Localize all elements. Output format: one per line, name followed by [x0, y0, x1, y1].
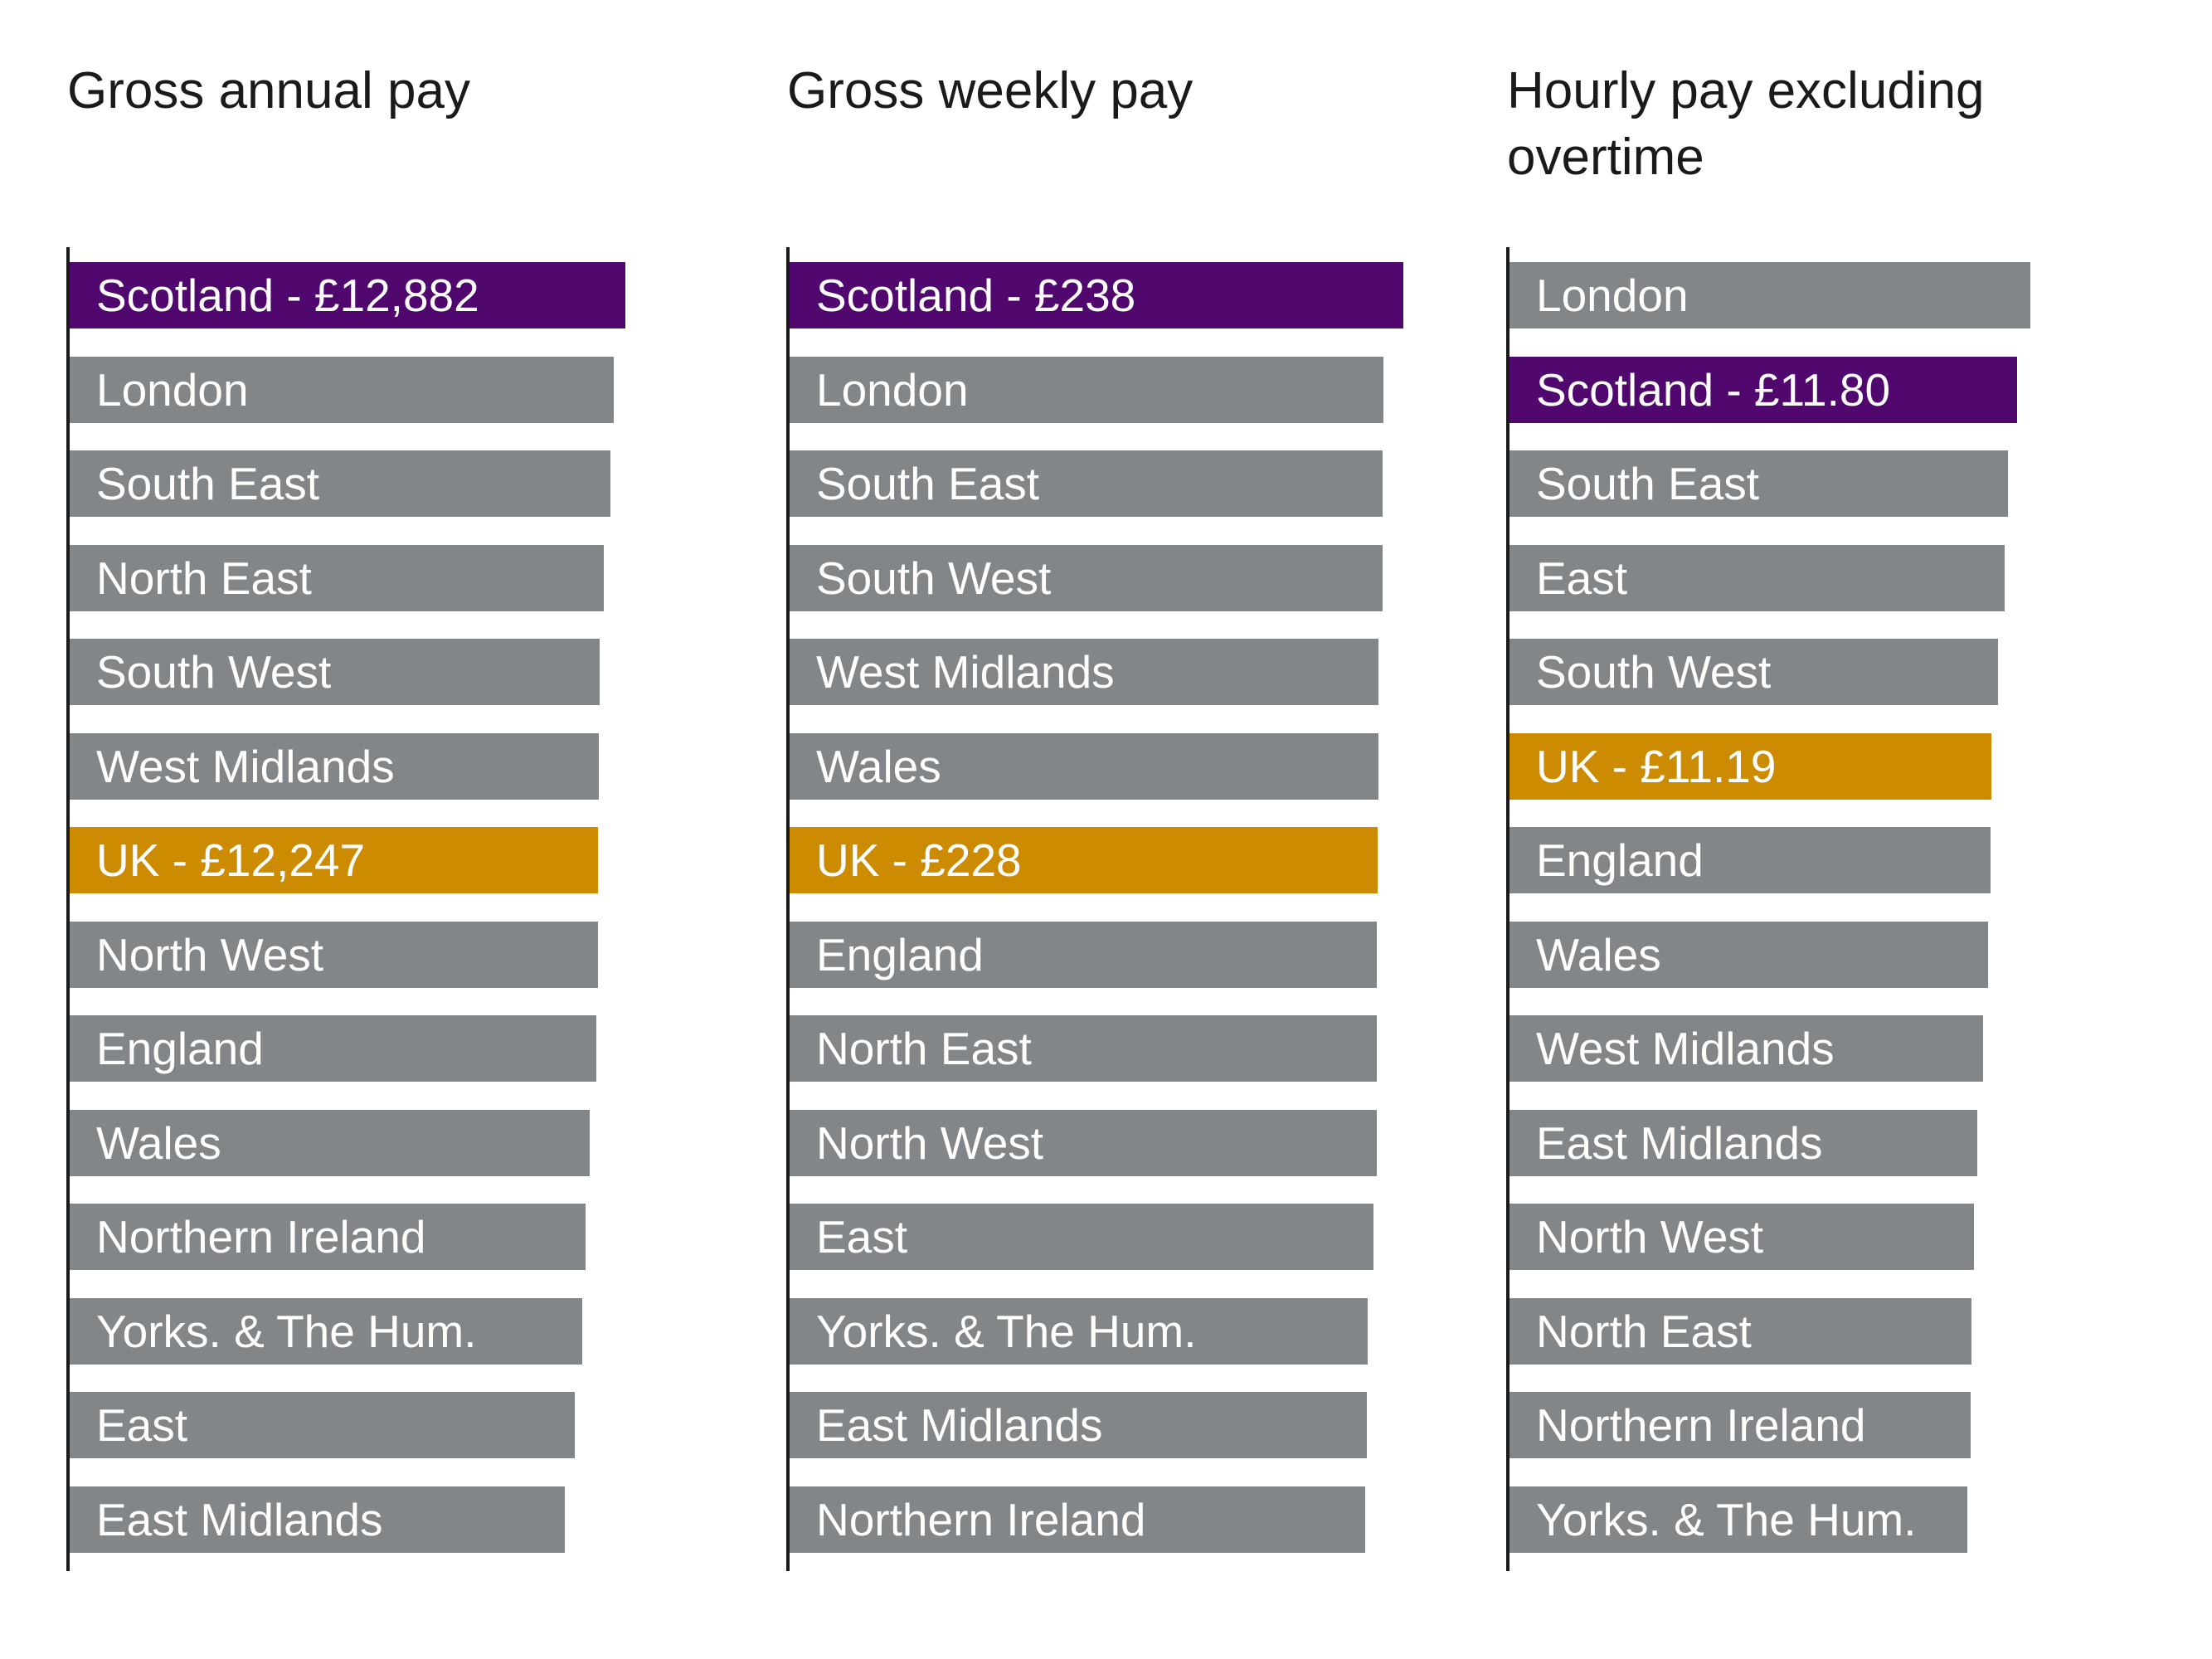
bar-scotland: Scotland - £238	[790, 262, 1403, 328]
chart-gross-weekly-pay: Gross weekly pay Scotland - £238 London So…	[720, 0, 1433, 1659]
bar-uk: UK - £11.19	[1510, 732, 1991, 800]
bar-south-west: South West	[1510, 639, 1998, 705]
bar-england: England	[70, 1015, 596, 1082]
y-axis-line	[786, 247, 790, 1571]
chart-hourly-pay-excluding-overtime: Hourly pay excluding overtime London Scot…	[1440, 0, 2153, 1659]
bar-yorks-the-hum: Yorks. & The Hum.	[1510, 1486, 1967, 1553]
chart-title: Hourly pay excluding overtime	[1507, 62, 1985, 186]
bar-north-east: North East	[1510, 1297, 1971, 1365]
bar-east-midlands: East Midlands	[790, 1392, 1367, 1458]
bar-east: East	[790, 1204, 1373, 1270]
bar-south-east: South East	[790, 450, 1383, 517]
bar-east-midlands: East Midlands	[70, 1486, 565, 1553]
bar-northern-ireland: Northern Ireland	[790, 1486, 1365, 1553]
bar-west-midlands: West Midlands	[70, 732, 599, 800]
y-axis-line	[66, 247, 70, 1571]
bar-yorks-the-hum: Yorks. & The Hum.	[70, 1297, 582, 1365]
bar-england: England	[790, 921, 1377, 988]
chart-title: Gross weekly pay	[787, 62, 1194, 119]
bar-uk: UK - £228	[790, 827, 1378, 893]
chart-title: Gross annual pay	[67, 62, 470, 119]
bar-scotland: Scotland - £12,882	[70, 262, 625, 328]
bar-north-west: North West	[70, 921, 598, 988]
y-axis-line	[1506, 247, 1510, 1571]
bar-south-east: South East	[1510, 450, 2008, 517]
bar-london: London	[70, 356, 614, 423]
bar-north-east: North East	[70, 544, 604, 611]
bar-wales: Wales	[790, 732, 1378, 800]
bar-south-east: South East	[70, 450, 610, 517]
bar-northern-ireland: Northern Ireland	[70, 1204, 586, 1270]
bar-north-east: North East	[790, 1015, 1377, 1082]
bar-north-west: North West	[1510, 1204, 1974, 1270]
bar-east: East	[1510, 544, 2005, 611]
bar-london: London	[1510, 262, 2030, 328]
bar-north-west: North West	[790, 1109, 1377, 1176]
bar-northern-ireland: Northern Ireland	[1510, 1392, 1971, 1458]
bar-uk: UK - £12,247	[70, 827, 598, 893]
bar-scotland: Scotland - £11.80	[1510, 356, 2017, 423]
bar-west-midlands: West Midlands	[790, 639, 1378, 705]
bar-west-midlands: West Midlands	[1510, 1015, 1983, 1082]
chart-gross-annual-pay: Gross annual pay Scotland - £12,882 Londo…	[0, 0, 713, 1659]
bar-yorks-the-hum: Yorks. & The Hum.	[790, 1297, 1368, 1365]
bar-south-west: South West	[70, 639, 600, 705]
bar-east: East	[70, 1392, 575, 1458]
bar-england: England	[1510, 827, 1991, 893]
bar-london: London	[790, 356, 1383, 423]
bar-south-west: South West	[790, 544, 1383, 611]
bar-wales: Wales	[1510, 921, 1988, 988]
bar-wales: Wales	[70, 1109, 590, 1176]
bar-east-midlands: East Midlands	[1510, 1109, 1977, 1176]
